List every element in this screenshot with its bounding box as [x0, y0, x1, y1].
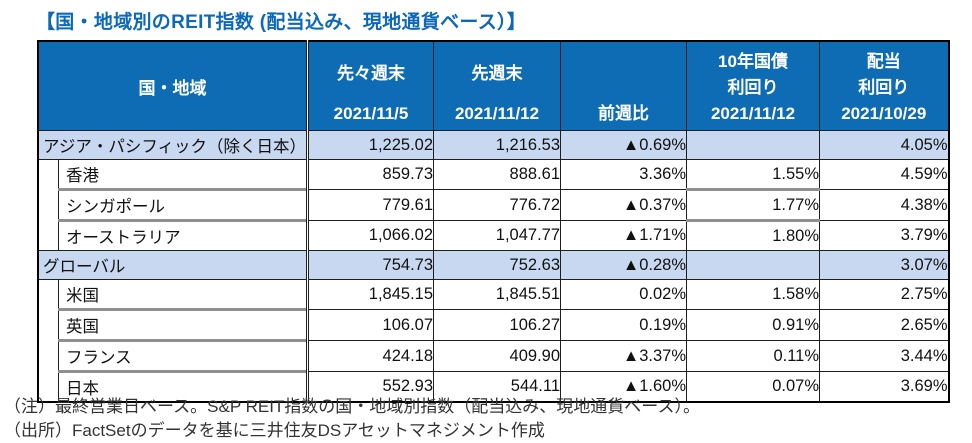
- cell-dividend-yield: 3.07%: [819, 250, 950, 280]
- cell-bond-yield: 0.11%: [686, 340, 821, 372]
- header-last-week-date: 2021/11/12: [454, 104, 540, 123]
- header-last-week: 先週末 2021/11/12: [433, 40, 562, 131]
- header-last-week-label: 先週末: [471, 64, 523, 83]
- cell-last-week: 106.27: [433, 309, 562, 341]
- reit-index-table: 国・地域 先々週末 2021/11/5 先週末 2021/11/12 前週比: [37, 40, 950, 403]
- cell-week-over-week: ▲0.69%: [560, 130, 688, 160]
- cell-week-over-week: 0.19%: [560, 309, 688, 341]
- table-row-hong-kong: 香港 859.73 888.61 3.36% 1.55% 4.59%: [37, 159, 950, 251]
- cell-week-before-last: 859.73: [306, 159, 435, 190]
- cell-week-over-week: ▲3.37%: [560, 340, 688, 372]
- table-row-singapore: シンガポール 779.61 776.72 ▲0.37% 1.77% 4.38%: [38, 188, 950, 221]
- cell-last-week: 1,845.51: [433, 279, 562, 310]
- cell-dividend-yield: 2.75%: [819, 279, 950, 310]
- cell-week-before-last: 1,845.15: [306, 279, 435, 310]
- header-bond-yield-label-2: 利回り: [727, 78, 779, 97]
- cell-last-week: 776.72: [433, 189, 562, 221]
- cell-week-over-week: 0.02%: [560, 279, 688, 310]
- cell-dividend-yield: 4.59%: [819, 159, 950, 190]
- cell-country-name: シンガポール: [57, 188, 309, 221]
- header-dividend-yield-date: 2021/10/29: [841, 104, 927, 123]
- cell-last-week: 1,216.53: [433, 130, 562, 160]
- cell-week-before-last: 754.73: [306, 250, 435, 280]
- header-bond-yield-date: 2021/11/12: [710, 104, 796, 123]
- cell-dividend-yield: 4.38%: [819, 189, 950, 221]
- cell-last-week: 409.90: [433, 340, 562, 372]
- cell-bond-yield: 1.55%: [686, 159, 821, 190]
- cell-last-week: 544.11: [433, 371, 562, 403]
- footnote-source: （出所）FactSetのデータを基に三井住友DSアセットマネジメント作成: [4, 421, 545, 440]
- cell-bond-yield: 0.91%: [686, 309, 821, 341]
- header-region: 国・地域: [37, 40, 309, 131]
- table-row-australia: オーストラリア 1,066.02 1,047.77 ▲1.71% 1.80% 3…: [38, 219, 950, 251]
- header-bond-yield: 10年国債 利回り 2021/11/12: [686, 40, 821, 131]
- cell-dividend-yield: 4.05%: [819, 130, 950, 160]
- cell-dividend-yield: 3.79%: [819, 220, 950, 251]
- cell-week-before-last: 106.07: [306, 309, 435, 341]
- cell-region-name: グローバル: [37, 250, 309, 280]
- cell-bond-yield: 1.58%: [686, 279, 821, 310]
- cell-dividend-yield: 3.44%: [819, 340, 950, 372]
- cell-country-name: オーストラリア: [57, 219, 309, 251]
- cell-week-over-week: 3.36%: [560, 159, 688, 190]
- table-row-uk: 英国 106.07 106.27 0.19% 0.91% 2.65%: [38, 308, 950, 341]
- header-week-before-last-label: 先々週末: [337, 64, 406, 83]
- cell-week-before-last: 779.61: [306, 189, 435, 221]
- indent-strip: [37, 279, 59, 403]
- table-body: アジア・パシフィック（除く日本） 1,225.02 1,216.53 ▲0.69…: [37, 130, 950, 403]
- cell-country-name: 香港: [57, 159, 309, 190]
- header-row: 国・地域 先々週末 2021/11/5 先週末 2021/11/12 前週比: [37, 40, 950, 131]
- cell-region-name: アジア・パシフィック（除く日本）: [37, 130, 309, 160]
- table-row-region-asia-pacific: アジア・パシフィック（除く日本） 1,225.02 1,216.53 ▲0.69…: [37, 130, 950, 160]
- cell-week-over-week: ▲0.37%: [560, 189, 688, 221]
- table-row-france: フランス 424.18 409.90 ▲3.37% 0.11% 3.44%: [38, 339, 950, 372]
- header-dividend-yield-label-1: 配当: [866, 52, 901, 71]
- cell-bond-yield: 1.77%: [686, 188, 821, 221]
- header-week-over-week: 前週比: [560, 40, 688, 131]
- cell-dividend-yield: 3.69%: [819, 371, 950, 403]
- cell-bond-yield: [686, 250, 821, 280]
- cell-week-over-week: ▲0.28%: [560, 250, 688, 280]
- page-title: 【国・地域別のREIT指数 (配当込み、現地通貨ベース）】: [36, 12, 527, 33]
- header-bond-yield-label-1: 10年国債: [718, 52, 788, 71]
- header-dividend-yield-label-2: 利回り: [858, 78, 910, 97]
- cell-country-name: 日本: [57, 370, 309, 403]
- cell-bond-yield: 0.07%: [686, 371, 821, 403]
- cell-country-name: 英国: [57, 308, 309, 341]
- table-row-region-global: グローバル 754.73 752.63 ▲0.28% 3.07%: [37, 250, 950, 280]
- cell-week-over-week: ▲1.71%: [560, 220, 688, 251]
- header-week-before-last-date: 2021/11/5: [333, 104, 409, 123]
- cell-country-name: 米国: [57, 279, 309, 310]
- cell-last-week: 752.63: [433, 250, 562, 280]
- indent-strip: [37, 159, 59, 251]
- table-header: 国・地域 先々週末 2021/11/5 先週末 2021/11/12 前週比: [37, 40, 950, 131]
- cell-week-before-last: 424.18: [306, 340, 435, 372]
- header-week-over-week-label: 前週比: [598, 104, 650, 123]
- header-dividend-yield: 配当 利回り 2021/10/29: [819, 40, 950, 131]
- cell-week-before-last: 1,225.02: [306, 130, 435, 160]
- footnote-note: （注）最終営業日ベース。S&P REIT指数の国・地域別指数（配当込み、現地通貨…: [4, 397, 700, 416]
- table-row-japan: 日本 552.93 544.11 ▲1.60% 0.07% 3.69%: [38, 370, 950, 403]
- cell-bond-yield: 1.80%: [686, 219, 821, 251]
- cell-country-name: フランス: [57, 339, 309, 372]
- cell-week-before-last: 1,066.02: [306, 220, 435, 251]
- cell-week-over-week: ▲1.60%: [560, 371, 688, 403]
- table-row-usa: 米国 1,845.15 1,845.51 0.02% 1.58% 2.75%: [37, 279, 950, 403]
- cell-dividend-yield: 2.65%: [819, 309, 950, 341]
- cell-bond-yield: [686, 130, 821, 160]
- header-week-before-last: 先々週末 2021/11/5: [306, 40, 435, 131]
- cell-last-week: 1,047.77: [433, 220, 562, 251]
- cell-last-week: 888.61: [433, 159, 562, 190]
